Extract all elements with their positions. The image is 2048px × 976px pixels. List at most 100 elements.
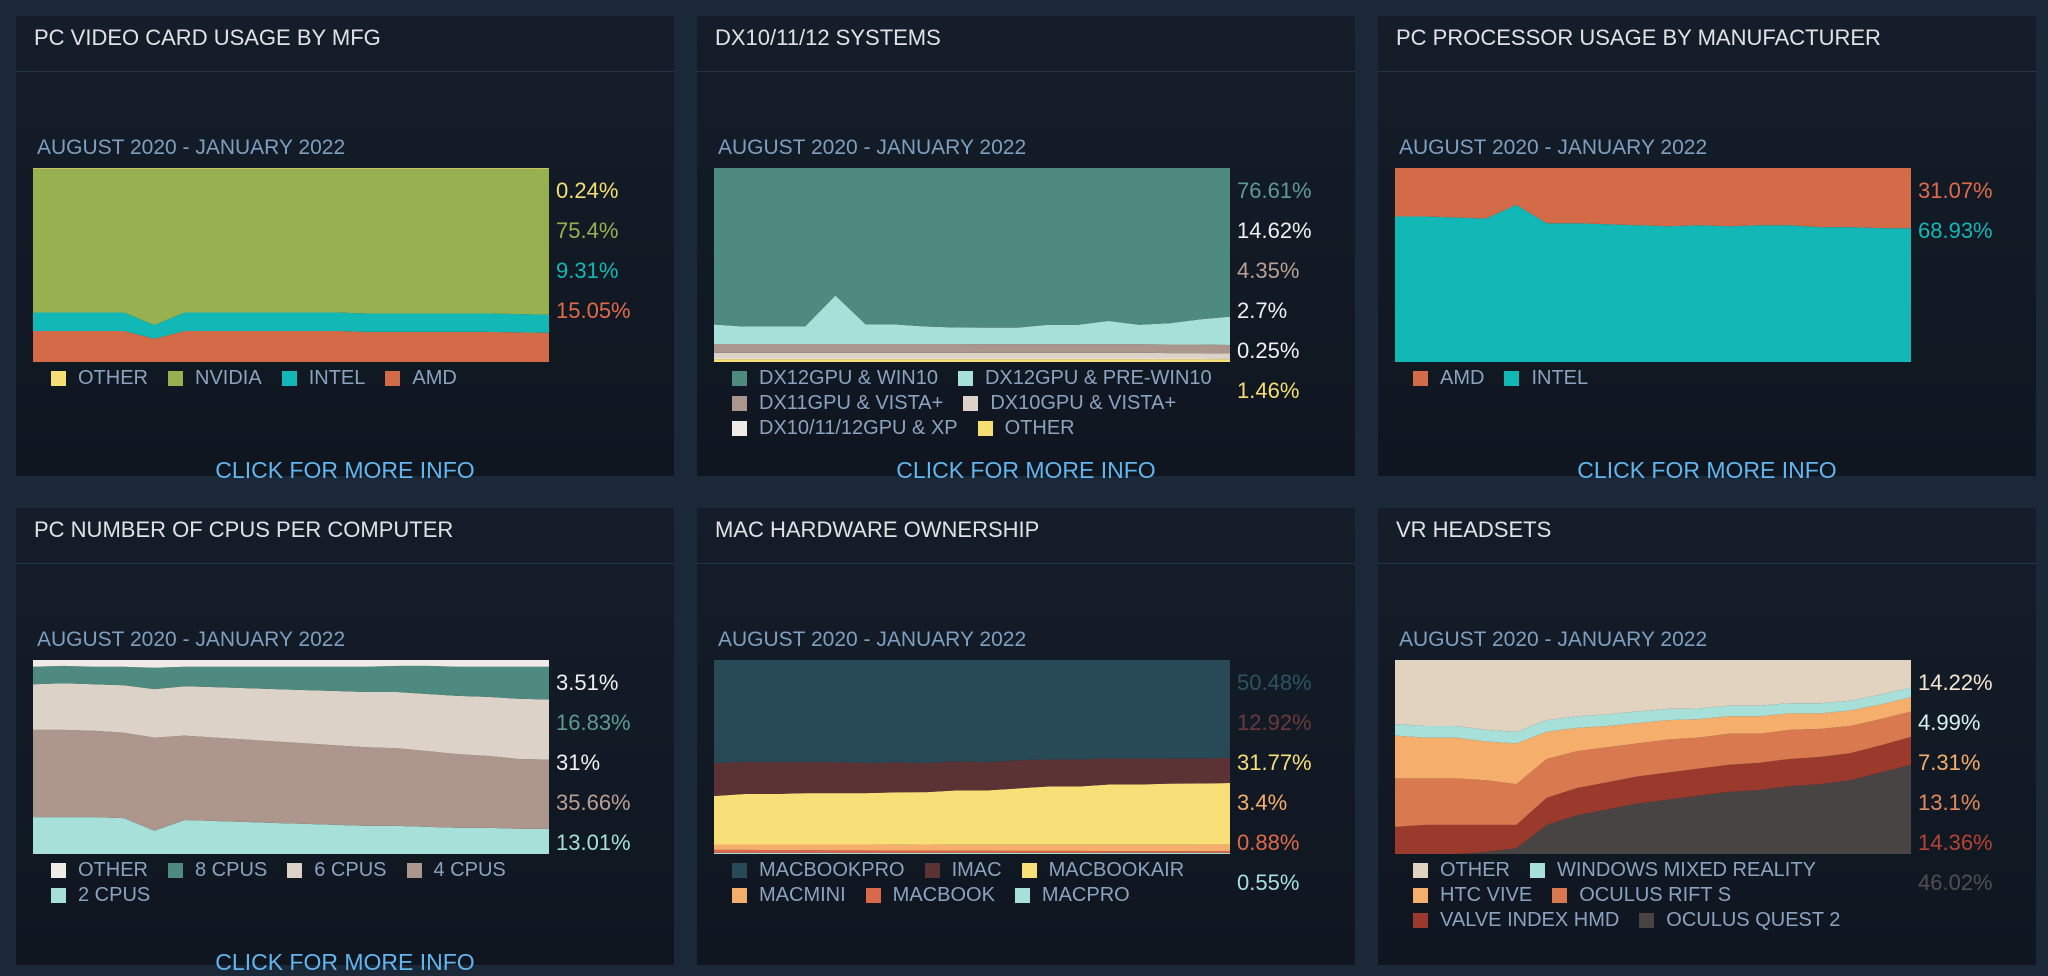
- percent-label: 13.01%: [556, 830, 631, 855]
- card-video-card-usage[interactable]: PC VIDEO CARD USAGE BY MFG AUGUST 2020 -…: [16, 16, 674, 483]
- series-macbookair: [714, 782, 1230, 845]
- series-other: [1395, 660, 1911, 732]
- percent-label: 0.88%: [1237, 830, 1300, 855]
- legend-swatch: [51, 888, 66, 903]
- period-label: AUGUST 2020 - JANUARY 2022: [37, 628, 346, 651]
- legend-item-macpro: MACPRO: [1014, 884, 1130, 907]
- area-chart: [1395, 168, 1911, 362]
- legend-row: MACMINI MACBOOK MACPRO: [732, 883, 1332, 908]
- legend-swatch: [406, 863, 422, 878]
- legend-swatch: [1639, 913, 1655, 928]
- legend-label: VALVE INDEX HMD: [1440, 909, 1620, 931]
- series-dx11gpu-vista: [714, 343, 1230, 354]
- legend-label: AMD: [1440, 367, 1485, 389]
- legend-label: DX11GPU & VISTA+: [759, 392, 944, 414]
- legend-label: 2 CPUS: [78, 884, 151, 906]
- legend-label: MACBOOKPRO: [759, 859, 905, 881]
- percent-label: 76.61%: [1237, 178, 1312, 203]
- series-macbookpro: [714, 660, 1230, 764]
- legend-item-8-cpus: 8 CPUS: [168, 859, 267, 882]
- legend: MACBOOKPRO IMAC MACBOOKAIR MACMINI MACBOOK MA…: [732, 858, 1332, 908]
- series-6-cpus: [33, 683, 549, 760]
- percent-label: 13.1%: [1918, 790, 1981, 815]
- percent-label: 16.83%: [556, 710, 631, 735]
- card-mac-hardware[interactable]: MAC HARDWARE OWNERSHIP AUGUST 2020 - JAN…: [697, 508, 1355, 965]
- percent-label: 4.35%: [1237, 258, 1300, 283]
- card-processor-usage[interactable]: PC PROCESSOR USAGE BY MANUFACTURER AUGUS…: [1378, 16, 2036, 483]
- percent-label: 0.55%: [1237, 870, 1300, 895]
- legend-swatch: [977, 421, 993, 436]
- legend-label: DX10GPU & VISTA+: [990, 392, 1177, 414]
- legend-swatch: [168, 863, 183, 878]
- legend-label: NVIDIA: [195, 367, 262, 389]
- legend-label: MACPRO: [1041, 884, 1130, 906]
- series-macmini: [714, 844, 1230, 852]
- percent-label: 4.99%: [1918, 710, 1981, 735]
- legend-label: MACBOOK: [892, 884, 995, 906]
- legend: OTHER NVIDIA INTEL AMD: [51, 366, 651, 391]
- series-dx12gpu-win10: [714, 168, 1230, 328]
- area-chart: [33, 660, 549, 854]
- percent-label: 50.48%: [1237, 670, 1312, 695]
- legend-item-oculus-quest-2: OCULUS QUEST 2: [1639, 909, 1840, 932]
- legend-swatch: [51, 863, 66, 878]
- card-cpus-per-computer[interactable]: PC NUMBER OF CPUS PER COMPUTER AUGUST 20…: [16, 508, 674, 975]
- series-windows-mixed-reality: [1395, 687, 1911, 744]
- series-2-cpus: [33, 817, 549, 854]
- legend-item-amd: AMD: [1413, 367, 1484, 390]
- percent-label: 31.77%: [1237, 750, 1312, 775]
- legend-item-dx10gpu-vista: DX10GPU & VISTA+: [963, 392, 1176, 415]
- card-dx-systems[interactable]: DX10/11/12 SYSTEMS AUGUST 2020 - JANUARY…: [697, 16, 1355, 483]
- series-dx12gpu-pre-win10: [714, 295, 1230, 346]
- legend-item-intel: INTEL: [281, 367, 365, 390]
- percent-label: 3.51%: [556, 670, 619, 695]
- legend-item-htc-vive: HTC VIVE: [1413, 884, 1532, 907]
- legend-swatch: [385, 371, 401, 386]
- card-vr-headsets[interactable]: VR HEADSETS AUGUST 2020 - JANUARY 2022 1…: [1378, 508, 2036, 965]
- legend-swatch: [865, 888, 881, 903]
- percent-label: 0.24%: [556, 178, 619, 203]
- legend-swatch: [287, 863, 303, 878]
- area-chart: [33, 168, 549, 362]
- more-info-link[interactable]: CLICK FOR MORE INFO: [1577, 457, 1837, 483]
- legend-row: 2 CPUS: [51, 883, 651, 908]
- legend-item-macmini: MACMINI: [732, 884, 846, 907]
- legend-swatch: [732, 396, 747, 411]
- legend-item-2-cpus: 2 CPUS: [51, 884, 150, 907]
- legend-swatch: [732, 863, 747, 878]
- legend-row: DX11GPU & VISTA+ DX10GPU & VISTA+: [732, 391, 1332, 416]
- more-info-link[interactable]: CLICK FOR MORE INFO: [215, 457, 475, 483]
- legend-row: HTC VIVE OCULUS RIFT S: [1413, 883, 2013, 908]
- percent-label: 7.31%: [1918, 750, 1981, 775]
- legend-label: IMAC: [951, 859, 1002, 881]
- series-valve-index-hmd: [1395, 736, 1911, 854]
- legend-item-valve-index-hmd: VALVE INDEX HMD: [1413, 909, 1619, 932]
- percent-label: 31.07%: [1918, 178, 1993, 203]
- percent-label: 46.02%: [1918, 870, 1993, 895]
- legend-swatch: [281, 371, 297, 386]
- legend-swatch: [732, 371, 747, 386]
- more-info-link[interactable]: CLICK FOR MORE INFO: [215, 949, 475, 975]
- legend-label: MACBOOKAIR: [1048, 859, 1185, 881]
- series-dx10gpu-vista: [714, 352, 1230, 359]
- series-other: [714, 359, 1230, 362]
- period-label: AUGUST 2020 - JANUARY 2022: [37, 136, 346, 159]
- series-nvidia: [33, 168, 549, 326]
- series-dx10-11-12gpu-xp: [714, 358, 1230, 360]
- legend-item-oculus-rift-s: OCULUS RIFT S: [1552, 884, 1731, 907]
- series-amd: [1395, 168, 1911, 229]
- legend-item-imac: IMAC: [924, 859, 1002, 882]
- legend-swatch: [1014, 888, 1030, 903]
- legend-swatch: [1413, 888, 1428, 903]
- legend-swatch: [1530, 863, 1545, 878]
- period-label: AUGUST 2020 - JANUARY 2022: [718, 136, 1027, 159]
- percent-label: 14.62%: [1237, 218, 1312, 243]
- percent-label: 14.36%: [1918, 830, 1993, 855]
- legend-swatch: [1413, 371, 1428, 386]
- legend-label: DX12GPU & WIN10: [759, 367, 938, 389]
- legend-row: OTHER WINDOWS MIXED REALITY: [1413, 858, 2013, 883]
- legend-label: AMD: [412, 367, 457, 389]
- more-info-link[interactable]: CLICK FOR MORE INFO: [896, 457, 1156, 483]
- period-label: AUGUST 2020 - JANUARY 2022: [1399, 628, 1708, 651]
